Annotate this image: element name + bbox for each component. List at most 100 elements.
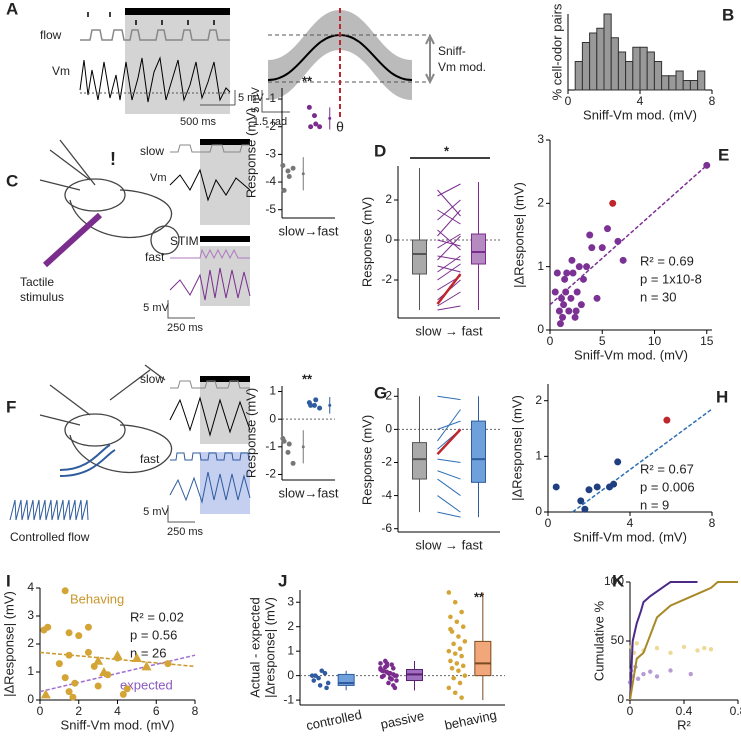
dot: [313, 397, 319, 403]
box: [471, 233, 486, 265]
dot: [452, 599, 458, 605]
dot: [285, 168, 291, 174]
point: [40, 689, 51, 699]
category-label: behaving: [443, 707, 498, 733]
y-tick-label: 1: [269, 384, 276, 398]
bar: [581, 42, 591, 91]
y-tick-label: 2: [385, 192, 392, 206]
point: [598, 244, 606, 252]
point: [123, 685, 131, 693]
panel-label: E: [718, 145, 729, 164]
x-tick-label: 10: [648, 334, 662, 348]
dot: [688, 671, 693, 677]
annotation: p = 1x10-8: [640, 271, 702, 286]
bar: [697, 70, 706, 91]
sniff-ticks: [87, 12, 215, 25]
pair-line: [437, 233, 461, 249]
point: [65, 629, 73, 637]
dot: [456, 634, 461, 639]
point: [112, 650, 123, 660]
y-tick-label: 1: [27, 664, 34, 678]
scale-label: 250 ms: [167, 526, 204, 538]
bar: [596, 27, 605, 91]
dot: [459, 695, 464, 700]
panel-label: H: [716, 387, 728, 406]
annotation: R² = 0.02: [130, 609, 184, 624]
mean: [301, 172, 305, 176]
y-tick-label: -2: [381, 455, 392, 469]
dot: [451, 675, 456, 681]
pair-line: [437, 263, 461, 281]
x-label: slow → fast: [415, 323, 483, 338]
arrow: [425, 33, 435, 85]
dot: [460, 663, 466, 669]
dot: [702, 645, 707, 651]
annotation: n = 26: [130, 645, 167, 660]
y-tick-label: -2: [265, 467, 276, 481]
point: [65, 651, 73, 659]
exclaim: !: [110, 149, 116, 169]
odor-shade: [200, 246, 250, 306]
bar: [682, 80, 691, 91]
scale-label: 1.5 rad: [253, 116, 287, 128]
odor-bar: [125, 8, 230, 15]
y-tick-label: -4: [265, 174, 276, 188]
point: [556, 320, 564, 328]
dot: [446, 648, 452, 654]
pair-line: [437, 511, 461, 518]
point: [577, 497, 585, 505]
vm-label: Vm: [52, 64, 70, 78]
point: [583, 263, 591, 271]
y-tick-label: 0: [385, 232, 392, 246]
x-tick-label: 0: [627, 704, 634, 718]
y-tick-label: 100: [604, 574, 624, 588]
y-label: |ΔResponse| (mV): [509, 395, 524, 501]
point: [131, 653, 142, 662]
odor-bar: [200, 236, 250, 242]
dot: [654, 674, 660, 679]
point: [560, 301, 568, 309]
theta: θ: [336, 119, 344, 135]
point: [551, 288, 559, 296]
dot: [281, 187, 287, 193]
dot: [681, 644, 687, 650]
trace-label: fast: [140, 452, 160, 466]
bar: [668, 75, 677, 91]
point: [65, 688, 73, 696]
bar: [639, 46, 648, 91]
mod-label: Vm mod.: [438, 60, 486, 74]
dot: [448, 614, 453, 620]
stimulus-probe: [42, 212, 103, 268]
pair-line: [437, 183, 461, 197]
point: [84, 623, 92, 631]
x-label: Sniff-Vm mod. (mV): [573, 529, 687, 544]
bar: [661, 75, 670, 91]
annotation: expected: [120, 677, 173, 692]
dot: [448, 658, 453, 664]
y-tick-label: -3: [265, 147, 276, 161]
bar: [610, 37, 619, 91]
dot: [290, 165, 296, 171]
stim-label: STIM: [170, 234, 199, 248]
dot: [317, 405, 323, 411]
dot: [459, 653, 464, 659]
dot: [668, 668, 673, 673]
scale-label: 250 ms: [167, 322, 204, 334]
pair-line: [437, 470, 461, 480]
x-tick-label: 0: [565, 94, 572, 108]
pair-line: [437, 199, 461, 221]
y-tick-label: -2: [265, 119, 276, 133]
vm-trace: [169, 471, 251, 504]
dot: [379, 674, 385, 680]
mean: [301, 445, 305, 449]
x-tick-label: 0: [37, 704, 44, 718]
point: [565, 307, 573, 315]
dot: [449, 665, 455, 671]
pair-line: [437, 395, 461, 401]
dot: [387, 670, 393, 676]
point: [98, 667, 109, 676]
annotation: p = 0.56: [130, 627, 177, 642]
scale-bar: [167, 300, 195, 319]
box: [474, 640, 492, 677]
